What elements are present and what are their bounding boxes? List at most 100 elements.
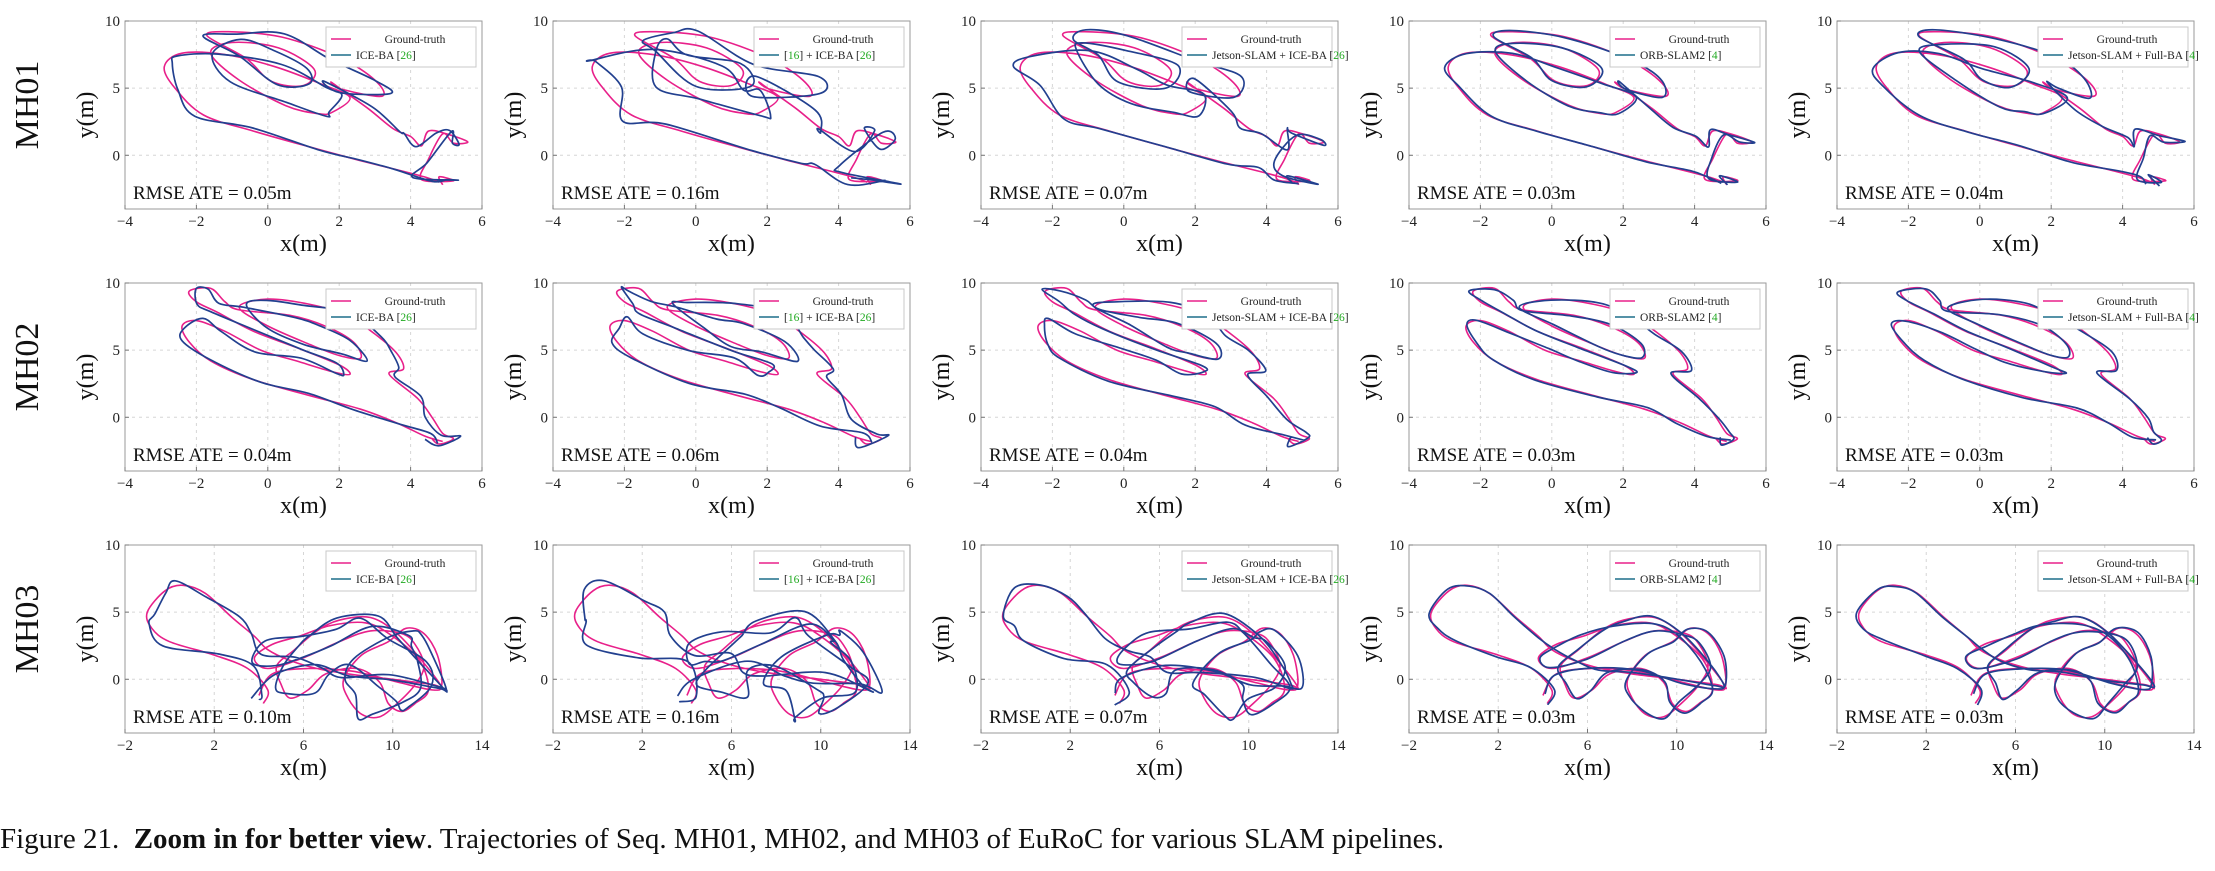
legend-label-method: ICE-BA [26] <box>356 50 416 62</box>
y-tick-label: 0 <box>969 672 977 688</box>
x-tick-label: 10 <box>1669 738 1684 754</box>
rmse-ate-label: RMSE ATE = 0.03m <box>1417 707 1576 728</box>
x-tick-label: 6 <box>1584 738 1592 754</box>
estimated-trajectory <box>1012 28 1327 186</box>
estimated-trajectory <box>1002 583 1305 722</box>
legend-label-method: Jetson-SLAM + Full-BA [4] <box>2068 574 2199 586</box>
x-axis-label: x(m) <box>1136 493 1183 519</box>
x-tick-label: 14 <box>1759 738 1775 754</box>
x-tick-label: 10 <box>2097 738 2112 754</box>
x-tick-label: 2 <box>211 738 219 754</box>
x-axis-label: x(m) <box>1136 231 1183 257</box>
ground-truth-trajectory <box>591 30 897 186</box>
caption-rest: . Trajectories of Seq. MH01, MH02, and M… <box>425 823 1444 855</box>
rmse-ate-label: RMSE ATE = 0.07m <box>989 707 1148 728</box>
y-tick-label: 0 <box>1397 410 1405 426</box>
y-tick-label: 5 <box>541 605 549 621</box>
x-tick-label: 6 <box>2012 738 2020 754</box>
x-tick-label: 2 <box>2047 214 2055 230</box>
y-tick-label: 5 <box>1397 81 1405 97</box>
y-tick-label: 10 <box>1817 276 1832 292</box>
legend-label-ground-truth: Ground-truth <box>385 34 446 46</box>
y-tick-label: 5 <box>541 81 549 97</box>
legend-box <box>1609 550 1761 592</box>
panel-mh01-4: −4 −2 0 2 4 6 0 5 10 x(m) y(m) Ground-truth ORB-SLAM… <box>1357 14 1770 257</box>
x-axis-label: x(m) <box>1564 493 1611 519</box>
legend-label-method: ORB-SLAM2 [4] <box>1640 312 1722 324</box>
legend-box <box>1609 288 1761 330</box>
y-axis-label: y(m) <box>501 354 527 401</box>
x-tick-label: −4 <box>1829 476 1845 492</box>
y-axis-label: y(m) <box>1357 354 1383 401</box>
legend-label-ground-truth: Ground-truth <box>385 296 446 308</box>
y-tick-label: 10 <box>1389 14 1404 30</box>
x-tick-label: 6 <box>728 738 736 754</box>
estimated-trajectory <box>148 579 448 721</box>
rmse-ate-label: RMSE ATE = 0.04m <box>1845 183 2004 204</box>
y-tick-label: 10 <box>1817 538 1832 554</box>
row-label-mh02: MH02 <box>9 323 46 412</box>
x-tick-label: 6 <box>478 476 486 492</box>
x-tick-label: −4 <box>1401 476 1417 492</box>
legend-label-ground-truth: Ground-truth <box>813 296 874 308</box>
plot-frame <box>1408 282 1767 472</box>
rmse-ate-label: RMSE ATE = 0.07m <box>989 183 1148 204</box>
row-label-mh01: MH01 <box>9 61 46 150</box>
x-tick-label: 0 <box>264 476 272 492</box>
x-tick-label: 6 <box>906 476 914 492</box>
rmse-ate-label: RMSE ATE = 0.03m <box>1417 183 1576 204</box>
x-axis-label: x(m) <box>280 231 327 257</box>
x-tick-label: −4 <box>117 214 133 230</box>
x-axis-label: x(m) <box>280 493 327 519</box>
y-tick-label: 10 <box>1817 14 1832 30</box>
x-axis-label: x(m) <box>708 493 755 519</box>
y-tick-label: 0 <box>541 672 549 688</box>
panel-mh02-1: −4 −2 0 2 4 6 0 5 10 x(m) y(m) Ground-truth ICE-BA [… <box>73 276 486 519</box>
x-tick-label: −4 <box>973 476 989 492</box>
legend-box <box>1609 26 1761 68</box>
y-tick-label: 10 <box>961 276 976 292</box>
x-tick-label: 2 <box>1619 476 1627 492</box>
x-tick-label: 4 <box>1263 476 1271 492</box>
x-axis-label: x(m) <box>708 755 755 781</box>
rmse-ate-label: RMSE ATE = 0.10m <box>133 707 292 728</box>
rmse-ate-label: RMSE ATE = 0.04m <box>133 445 292 466</box>
ground-truth-trajectory <box>1893 286 2167 445</box>
x-axis-label: x(m) <box>708 231 755 257</box>
x-tick-label: 0 <box>264 214 272 230</box>
x-tick-label: −2 <box>1401 738 1417 754</box>
x-tick-label: 6 <box>1334 476 1342 492</box>
y-tick-label: 10 <box>1389 276 1404 292</box>
plot-frame <box>1836 282 2195 472</box>
caption-bold: Zoom in for better view <box>133 823 426 855</box>
legend-label-ground-truth: Ground-truth <box>1241 296 1302 308</box>
y-tick-label: 5 <box>1397 343 1405 359</box>
legend-label-method: Jetson-SLAM + ICE-BA [26] <box>1212 574 1349 586</box>
y-tick-label: 10 <box>105 276 120 292</box>
x-tick-label: 10 <box>813 738 828 754</box>
y-axis-label: y(m) <box>1357 616 1383 663</box>
x-tick-label: 0 <box>1548 214 1556 230</box>
ground-truth-trajectory <box>1001 584 1299 719</box>
y-tick-label: 0 <box>1825 148 1833 164</box>
x-tick-label: −2 <box>188 214 204 230</box>
estimated-trajectory <box>581 579 883 723</box>
y-tick-label: 5 <box>1825 605 1833 621</box>
y-tick-label: 0 <box>113 410 121 426</box>
x-tick-label: 14 <box>1331 738 1347 754</box>
caption-prefix: Figure 21. <box>0 823 120 855</box>
plot-frame <box>124 20 483 210</box>
y-axis-label: y(m) <box>929 616 955 663</box>
x-tick-label: 4 <box>407 476 415 492</box>
y-tick-label: 0 <box>1825 410 1833 426</box>
x-tick-label: −4 <box>973 214 989 230</box>
x-tick-label: 2 <box>639 738 647 754</box>
x-tick-label: 2 <box>763 214 771 230</box>
x-tick-label: −2 <box>973 738 989 754</box>
y-tick-label: 5 <box>1825 343 1833 359</box>
rmse-ate-label: RMSE ATE = 0.03m <box>1845 707 2004 728</box>
plot-frame <box>980 20 1339 210</box>
y-tick-label: 0 <box>113 672 121 688</box>
ground-truth-trajectory <box>181 286 455 445</box>
plot-frame <box>980 282 1339 472</box>
